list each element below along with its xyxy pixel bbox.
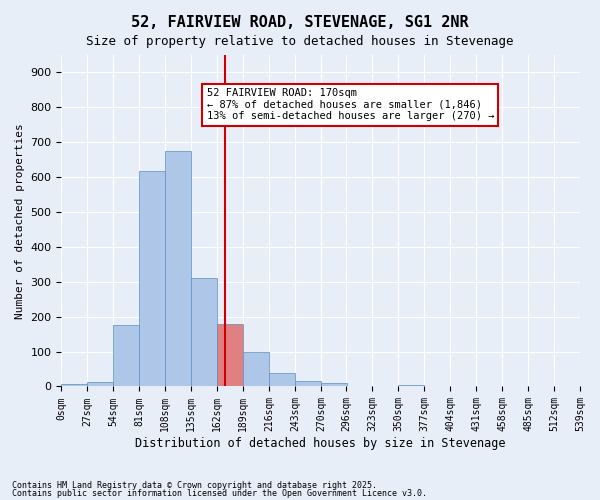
Bar [295, 381, 321, 386]
Bar [113, 326, 139, 386]
Bar [88, 382, 113, 386]
Text: 52 FAIRVIEW ROAD: 170sqm
← 87% of detached houses are smaller (1,846)
13% of sem: 52 FAIRVIEW ROAD: 170sqm ← 87% of detach… [206, 88, 494, 122]
Bar [139, 171, 166, 386]
Text: Contains HM Land Registry data © Crown copyright and database right 2025.: Contains HM Land Registry data © Crown c… [12, 481, 377, 490]
Bar [191, 278, 217, 386]
Text: Contains public sector information licensed under the Open Government Licence v3: Contains public sector information licen… [12, 488, 427, 498]
Bar [398, 384, 424, 386]
Y-axis label: Number of detached properties: Number of detached properties [15, 123, 25, 318]
Bar [321, 383, 347, 386]
Bar [166, 151, 191, 386]
X-axis label: Distribution of detached houses by size in Stevenage: Distribution of detached houses by size … [136, 437, 506, 450]
Text: 52, FAIRVIEW ROAD, STEVENAGE, SG1 2NR: 52, FAIRVIEW ROAD, STEVENAGE, SG1 2NR [131, 15, 469, 30]
Bar [217, 324, 243, 386]
Text: Size of property relative to detached houses in Stevenage: Size of property relative to detached ho… [86, 35, 514, 48]
Bar [243, 352, 269, 386]
Bar [269, 372, 295, 386]
Bar [61, 384, 88, 386]
